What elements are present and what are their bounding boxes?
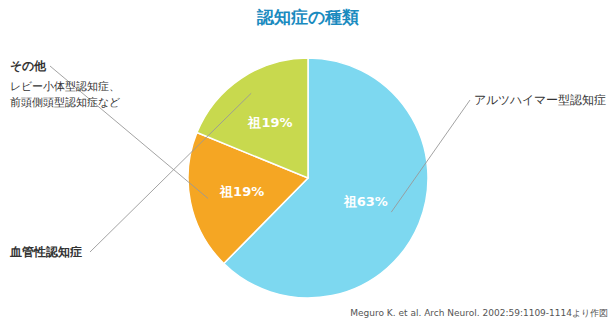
svg-text:前頭側頭型認知症など: 前頭側頭型認知症など xyxy=(10,96,120,109)
svg-text:レビー小体型認知症、: レビー小体型認知症、 xyxy=(10,80,120,93)
svg-text:祖19%: 祖19% xyxy=(247,115,292,130)
svg-text:その他: その他 xyxy=(10,59,47,73)
svg-text:祖63%: 祖63% xyxy=(343,194,388,209)
svg-text:祖19%: 祖19% xyxy=(219,184,264,199)
html-text:Meguro K. et al. Arch Neurol.: Meguro K. et al. Arch Neurol. 2002:59:11… xyxy=(350,308,608,318)
svg-text:アルツハイマー型認知症: アルツハイマー型認知症 xyxy=(474,93,606,107)
html-text:認知症の種類: 認知症の種類 xyxy=(257,7,359,27)
svg-text:血管性認知症: 血管性認知症 xyxy=(9,245,82,259)
